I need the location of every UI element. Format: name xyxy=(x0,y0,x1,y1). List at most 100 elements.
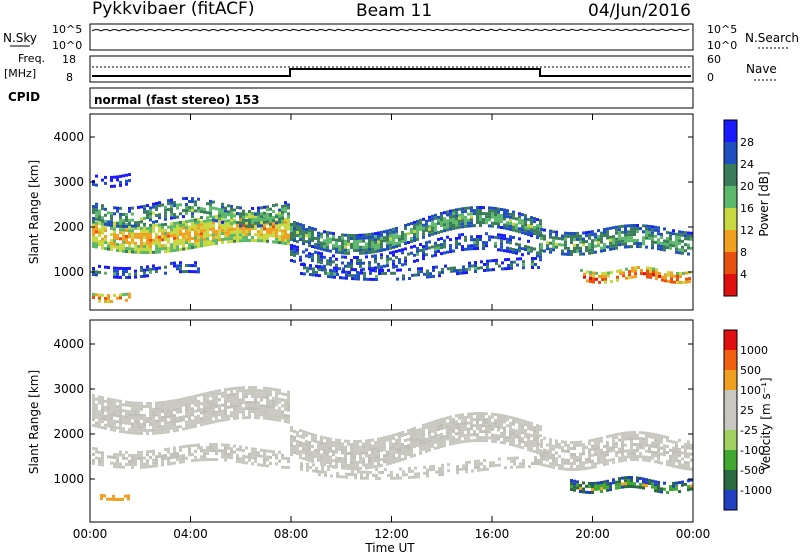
heatmap-cell xyxy=(540,243,543,246)
heatmap-cell xyxy=(443,226,446,230)
heatmap-cell xyxy=(323,451,326,455)
heatmap-cell xyxy=(119,174,122,178)
heatmap-cell xyxy=(158,404,161,408)
heatmap-cell xyxy=(452,442,455,445)
heatmap-cell xyxy=(426,468,429,472)
heatmap-cell xyxy=(230,237,233,240)
heatmap-cell xyxy=(146,459,149,463)
heatmap-cell xyxy=(606,245,609,249)
heatmap-cell xyxy=(660,440,663,444)
heatmap-cell xyxy=(176,264,179,268)
heatmap-cell xyxy=(446,437,449,441)
heatmap-cell xyxy=(350,455,353,458)
heatmap-cell xyxy=(389,243,392,247)
heatmap-cell xyxy=(380,239,383,243)
heatmap-cell xyxy=(95,293,98,297)
heatmap-cell xyxy=(323,460,326,464)
heatmap-cell xyxy=(357,470,360,474)
heatmap-cell xyxy=(218,398,221,402)
heatmap-cell xyxy=(624,449,627,453)
heatmap-cell xyxy=(657,454,660,458)
heatmap-cell xyxy=(512,225,515,229)
heatmap-cell xyxy=(356,440,359,443)
heatmap-cell xyxy=(380,439,383,443)
heatmap-cell xyxy=(287,218,290,222)
heatmap-cell xyxy=(95,202,98,206)
heatmap-cell xyxy=(357,467,360,471)
heatmap-cell xyxy=(669,439,672,443)
heatmap-cell xyxy=(527,233,530,237)
heatmap-cell xyxy=(512,434,515,438)
heatmap-cell xyxy=(197,270,200,274)
heatmap-cell xyxy=(501,267,504,271)
heatmap-cell xyxy=(669,460,672,464)
heatmap-cell xyxy=(119,224,122,228)
heatmap-cell xyxy=(303,266,306,270)
heatmap-cell xyxy=(134,404,137,408)
heatmap-cell xyxy=(98,419,101,423)
heatmap-cell xyxy=(549,450,552,454)
heatmap-cell xyxy=(323,445,326,449)
heatmap-cell xyxy=(227,240,230,244)
heatmap-cell xyxy=(317,234,320,238)
colorbar-swatch xyxy=(724,120,737,143)
heatmap-cell xyxy=(398,453,401,456)
heatmap-cell xyxy=(134,232,137,236)
heatmap-cell xyxy=(636,242,639,245)
heatmap-cell xyxy=(371,247,374,251)
heatmap-cell xyxy=(140,229,143,233)
heatmap-cell xyxy=(494,413,497,416)
heatmap-cell xyxy=(624,479,627,483)
heatmap-cell xyxy=(431,423,434,427)
heatmap-cell xyxy=(524,444,527,448)
heatmap-cell xyxy=(452,427,455,430)
heatmap-cell xyxy=(503,441,506,445)
heatmap-cell xyxy=(155,202,158,205)
heatmap-cell xyxy=(104,271,107,275)
heatmap-cell xyxy=(491,439,494,443)
heatmap-cell xyxy=(95,174,98,178)
heatmap-cell xyxy=(500,435,503,438)
heatmap-cell xyxy=(374,459,377,463)
heatmap-cell xyxy=(158,238,161,242)
heatmap-cell xyxy=(173,264,176,268)
heatmap-cell xyxy=(317,254,320,258)
heatmap-cell xyxy=(461,413,464,417)
heatmap-cell xyxy=(464,238,467,242)
heatmap-cell xyxy=(338,460,341,463)
heatmap-cell xyxy=(155,235,158,239)
heatmap-cell xyxy=(131,238,134,242)
heatmap-cell xyxy=(143,204,146,208)
heatmap-cell xyxy=(333,272,336,276)
heatmap-cell xyxy=(98,463,101,466)
heatmap-cell xyxy=(311,451,314,454)
heatmap-cell xyxy=(185,426,188,430)
heatmap-cell xyxy=(624,476,627,480)
heatmap-cell xyxy=(609,485,612,489)
x-tick-label: 00:00 xyxy=(676,527,711,541)
heatmap-cell xyxy=(146,417,149,420)
heatmap-cell xyxy=(354,476,357,480)
heatmap-cell xyxy=(401,251,404,255)
heatmap-cell xyxy=(582,490,585,494)
heatmap-cell xyxy=(116,408,119,412)
heatmap-cell xyxy=(158,451,161,455)
heatmap-cell xyxy=(654,451,657,455)
heatmap-cell xyxy=(504,267,507,271)
heatmap-cell xyxy=(413,435,416,439)
heatmap-cell xyxy=(221,418,224,422)
heatmap-cell xyxy=(212,420,215,424)
heatmap-cell xyxy=(350,464,353,467)
heatmap-cell xyxy=(374,266,377,270)
heatmap-cell xyxy=(269,417,272,421)
heatmap-cell xyxy=(362,239,365,243)
heatmap-cell xyxy=(374,444,377,448)
heatmap-cell xyxy=(503,432,506,436)
heatmap-cell xyxy=(260,239,263,243)
heatmap-cell xyxy=(233,239,236,243)
heatmap-cell xyxy=(254,239,257,243)
heatmap-cell xyxy=(597,238,600,242)
heatmap-cell xyxy=(309,273,312,277)
heatmap-cell xyxy=(482,424,485,428)
